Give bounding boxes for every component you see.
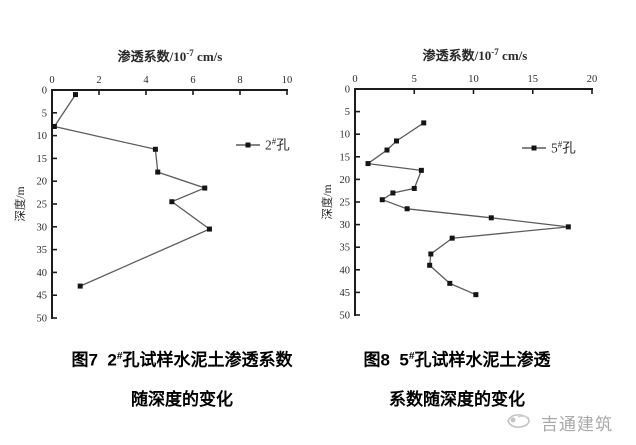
y-tick-label: 5 (42, 108, 47, 119)
y-tick-label: 45 (37, 291, 48, 302)
data-point-marker (428, 251, 434, 257)
caption-superscript: # (408, 351, 415, 362)
x-tick-label: 2 (96, 75, 101, 86)
x-tick-label: 6 (190, 75, 195, 86)
series-line (366, 122, 569, 296)
y-tick-label: 20 (37, 177, 48, 188)
data-point-marker (379, 197, 385, 203)
data-point-marker (447, 280, 453, 286)
y-axis-title: 深度/m (320, 184, 334, 219)
data-point-marker (473, 292, 479, 298)
data-point-marker (565, 224, 571, 230)
figure8-caption: 图8 5#孔试样水泥土渗透 系数随深度的变化 (318, 344, 596, 412)
caption-text: 图8 5 (363, 350, 409, 370)
data-point-marker (421, 120, 427, 126)
x-tick-label: 0 (49, 75, 54, 86)
y-axis-title: 深度/m (13, 186, 27, 221)
data-point-marker (51, 123, 57, 129)
y-tick-label: 20 (340, 175, 351, 186)
legend-label: 2#孔 (265, 137, 290, 153)
jitong-logo-icon (504, 411, 534, 434)
data-point-marker (169, 199, 175, 205)
data-point-marker (384, 147, 390, 153)
y-tick-label: 30 (37, 222, 48, 233)
y-tick-label: 30 (340, 220, 351, 231)
data-point-marker (77, 283, 83, 289)
caption-text: 图7 2 (71, 350, 117, 370)
x-tick-label: 15 (528, 74, 539, 85)
y-tick-label: 40 (340, 265, 351, 276)
data-point-marker (390, 190, 396, 196)
data-point-marker (427, 262, 433, 268)
caption-text: 孔试样水泥土渗透系数 (122, 350, 293, 370)
caption-superscript: # (116, 351, 123, 362)
y-tick-label: 15 (37, 154, 48, 165)
figure7-caption-line2: 随深度的变化 (131, 389, 233, 409)
y-tick-label: 25 (340, 198, 351, 209)
x-tick-label: 10 (282, 75, 293, 86)
x-axis-title: 渗透系数/10-7 cm/s (423, 47, 528, 63)
y-tick-label: 10 (340, 130, 351, 141)
y-tick-label: 50 (340, 311, 351, 322)
x-axis-title: 渗透系数/10-7 cm/s (118, 48, 223, 64)
y-tick-label: 5 (345, 107, 350, 118)
watermark-text: 吉通建筑 (541, 415, 613, 434)
data-point-marker (449, 235, 455, 241)
x-tick-label: 5 (412, 74, 417, 85)
figure8-chart: 0 5 10 15 20 0 5 10 15 20 25 30 35 40 45 50 渗透系数/10-7 cm… (320, 47, 598, 322)
x-tick-label: 0 (352, 74, 357, 85)
x-tick-label: 10 (468, 74, 479, 85)
y-tick-label: 45 (340, 288, 351, 299)
y-tick-label: 50 (37, 314, 48, 325)
y-tick-label: 25 (37, 200, 48, 211)
legend-marker (245, 142, 251, 148)
x-tick-label: 20 (587, 74, 598, 85)
x-tick-label: 4 (143, 75, 149, 86)
data-point-marker (73, 92, 78, 98)
x-tick-label: 8 (237, 75, 242, 86)
legend-marker (531, 145, 537, 151)
data-point-marker (202, 185, 208, 191)
series-line (53, 94, 211, 287)
y-tick-label: 35 (340, 243, 351, 254)
legend-label: 5#孔 (551, 140, 576, 156)
data-point-marker (411, 185, 417, 191)
y-tick-label: 40 (37, 268, 48, 279)
data-point-marker (418, 167, 424, 173)
data-point-marker (488, 215, 494, 221)
data-point-marker (404, 206, 410, 212)
caption-text: 孔试样水泥土渗透 (414, 350, 551, 370)
y-tick-label: 35 (37, 245, 48, 256)
data-point-marker (152, 146, 158, 152)
watermark: 吉通建筑 (504, 410, 613, 435)
y-tick-label: 10 (37, 131, 48, 142)
figure7-caption: 图7 2#孔试样水泥土渗透系数 随深度的变化 (22, 344, 342, 412)
figure8-caption-line2: 系数随深度的变化 (389, 389, 525, 409)
data-point-marker (365, 161, 371, 167)
data-point-marker (206, 226, 212, 232)
y-tick-label: 0 (345, 85, 350, 96)
data-point-marker (155, 169, 161, 175)
figure7-chart: 0 2 4 6 8 10 0 5 10 15 20 25 30 35 40 45 50 渗透系数/10-7 cm/… (13, 48, 293, 325)
figure8-caption-line1: 图8 5#孔试样水泥土渗透 (318, 344, 596, 373)
y-tick-label: 0 (42, 86, 47, 97)
data-point-marker (393, 138, 399, 144)
figure7-caption-line1: 图7 2#孔试样水泥土渗透系数 (22, 344, 342, 373)
y-tick-label: 15 (340, 152, 351, 163)
